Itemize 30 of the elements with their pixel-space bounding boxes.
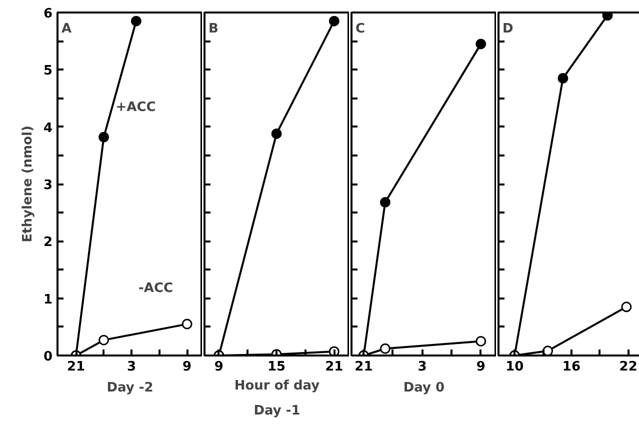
text: B bbox=[208, 22, 218, 36]
x-tick-label: 9 bbox=[476, 360, 486, 374]
y-axis-title: Ethylene (nmol) bbox=[20, 126, 36, 242]
y-tick-label: 4 bbox=[43, 120, 52, 136]
y-tick-label: 3 bbox=[43, 178, 52, 193]
x-tick-label: 9 bbox=[214, 360, 224, 374]
text: D bbox=[502, 22, 514, 36]
x-tick-label: 15 bbox=[267, 360, 286, 374]
series-label: +ACC bbox=[116, 100, 156, 116]
x-tick-label: 21 bbox=[354, 360, 373, 374]
text: Day 0 bbox=[403, 380, 445, 396]
text: -ACC bbox=[138, 281, 174, 296]
y-tick-label: 5 bbox=[43, 64, 52, 79]
text: Day -2 bbox=[106, 380, 154, 396]
x-tick-label: 21 bbox=[325, 360, 344, 374]
x-tick-label: 3 bbox=[127, 360, 136, 374]
y-tick-label: 6 bbox=[43, 6, 52, 22]
y-tick-label: 1 bbox=[43, 292, 52, 308]
text: C bbox=[356, 22, 366, 36]
text: A bbox=[62, 22, 72, 36]
x-tick-label: 22 bbox=[619, 360, 638, 374]
x-axis-title: Hour of day bbox=[234, 378, 320, 394]
text: Day -1 bbox=[254, 404, 300, 418]
y-tick-label: 2 bbox=[43, 235, 52, 250]
y-tick-label: 0 bbox=[43, 350, 52, 364]
x-tick-label: 16 bbox=[562, 360, 581, 374]
x-tick-label: 9 bbox=[182, 360, 192, 374]
x-tick-label: 3 bbox=[418, 360, 427, 374]
x-tick-label: 21 bbox=[66, 360, 86, 374]
x-tick-label: 10 bbox=[506, 360, 524, 374]
